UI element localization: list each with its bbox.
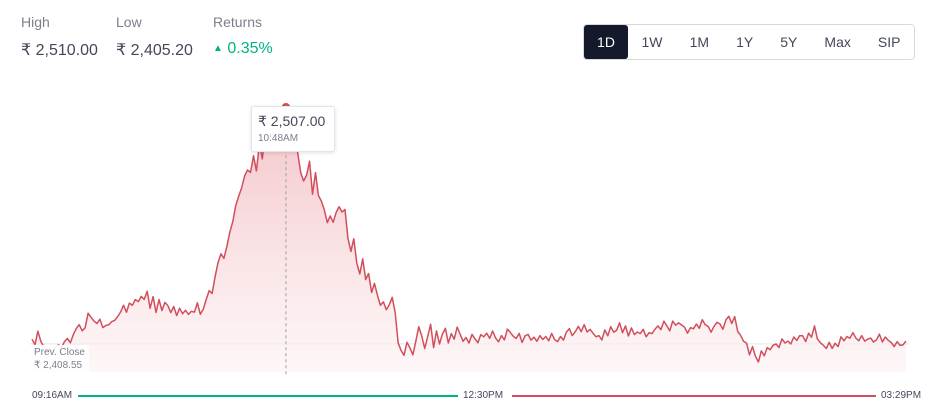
range-selector: 1D 1W 1M 1Y 5Y Max SIP	[583, 24, 915, 60]
prev-close-value: ₹ 2,408.55	[34, 360, 83, 371]
tab-1w[interactable]: 1W	[641, 34, 663, 50]
time-label-end: 03:29PM	[879, 390, 924, 401]
price-tooltip: ₹ 2,507.00 10:48AM	[251, 106, 335, 152]
price-line	[31, 106, 907, 363]
triangle-up-icon: ▲	[213, 43, 223, 54]
tab-5y[interactable]: 5Y	[780, 34, 798, 50]
stat-high: High ₹ 2,510.00	[21, 14, 98, 60]
stat-high-label: High	[21, 14, 50, 30]
tab-1m[interactable]: 1M	[689, 34, 710, 50]
stat-returns: Returns ▲ 0.35%	[213, 14, 273, 58]
time-label-start: 09:16AM	[30, 390, 75, 401]
stat-returns-value: 0.35%	[227, 40, 273, 57]
tooltip-price: ₹ 2,507.00	[258, 113, 326, 129]
tab-max[interactable]: Max	[824, 34, 851, 50]
tab-1y[interactable]: 1Y	[736, 34, 754, 50]
stat-low: Low ₹ 2,405.20	[116, 14, 193, 60]
tab-1d[interactable]: 1D	[584, 25, 628, 59]
stat-low-label: Low	[116, 14, 142, 30]
price-area	[32, 107, 906, 372]
stat-returns-row: ▲ 0.35%	[213, 40, 273, 58]
stat-returns-label: Returns	[213, 14, 263, 30]
time-label-mid: 12:30PM	[461, 390, 506, 401]
prev-close-label: Prev. Close ₹ 2,408.55	[30, 345, 89, 373]
stat-low-value: ₹ 2,405.20	[116, 42, 193, 59]
stat-high-value: ₹ 2,510.00	[21, 42, 98, 59]
prev-close-title: Prev. Close	[34, 347, 85, 358]
tab-sip[interactable]: SIP	[877, 34, 901, 50]
tooltip-time: 10:48AM	[258, 133, 299, 144]
